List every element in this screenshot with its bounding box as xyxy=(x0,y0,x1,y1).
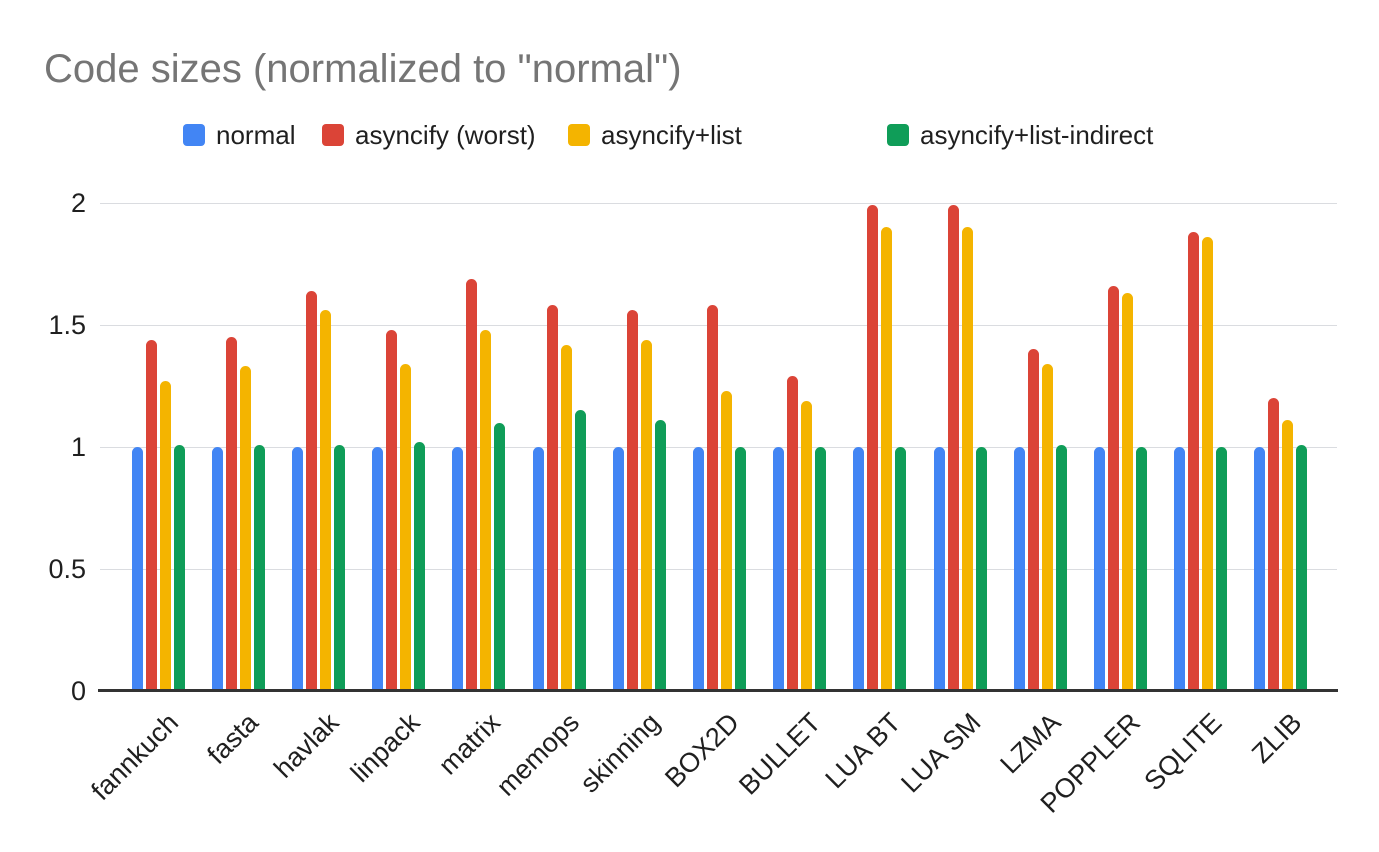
legend-swatch xyxy=(887,124,909,146)
bar-lzma-normal xyxy=(1014,447,1025,692)
legend-label: asyncify+list xyxy=(601,119,742,150)
bar-sqlite-asyncify-list-indirect xyxy=(1216,447,1227,692)
bar-linpack-asyncify-list xyxy=(400,364,411,692)
gridline xyxy=(100,203,1337,204)
bar-fasta-asyncify-worst xyxy=(226,337,237,692)
bar-bullet-normal xyxy=(773,447,784,692)
legend-swatch xyxy=(322,124,344,146)
bar-lua-bt-asyncify-worst xyxy=(867,205,878,692)
bar-poppler-asyncify-worst xyxy=(1108,286,1119,692)
y-axis-tick-label: 1.5 xyxy=(48,310,86,340)
bar-lzma-asyncify-list-indirect xyxy=(1056,445,1067,692)
bar-zlib-asyncify-list-indirect xyxy=(1296,445,1307,692)
x-axis-category-label: BULLET xyxy=(733,707,827,801)
bar-fasta-asyncify-list xyxy=(240,366,251,692)
bar-memops-asyncify-list xyxy=(561,345,572,692)
bar-fasta-asyncify-list-indirect xyxy=(254,445,265,692)
x-axis-category-label: SQLITE xyxy=(1138,707,1228,797)
bar-bullet-asyncify-worst xyxy=(787,376,798,692)
bar-bullet-asyncify-list-indirect xyxy=(815,447,826,692)
bar-matrix-asyncify-list xyxy=(480,330,491,692)
bar-poppler-normal xyxy=(1094,447,1105,692)
bar-skinning-normal xyxy=(613,447,624,692)
legend-item-asyncify-list: asyncify+list xyxy=(568,120,742,150)
bar-skinning-asyncify-list xyxy=(641,340,652,692)
bar-havlak-normal xyxy=(292,447,303,692)
y-axis-tick-label: 1 xyxy=(70,432,86,462)
bar-skinning-asyncify-worst xyxy=(627,310,638,692)
legend-item-asyncify-worst: asyncify (worst) xyxy=(322,120,536,150)
bar-matrix-asyncify-list-indirect xyxy=(494,423,505,692)
y-axis-tick-label: 0 xyxy=(70,676,86,706)
bar-lzma-asyncify-list xyxy=(1042,364,1053,692)
bar-box2d-asyncify-list xyxy=(721,391,732,692)
legend-label: asyncify+list-indirect xyxy=(920,119,1154,150)
legend-label: normal xyxy=(216,119,296,150)
bar-sqlite-asyncify-worst xyxy=(1188,232,1199,692)
x-axis-category-label: skinning xyxy=(574,707,666,799)
bar-memops-asyncify-list-indirect xyxy=(575,410,586,692)
bar-linpack-asyncify-worst xyxy=(386,330,397,692)
x-axis-category-label: BOX2D xyxy=(659,707,746,794)
x-axis-category-label: havlak xyxy=(268,707,345,784)
x-axis-category-label: ZLIB xyxy=(1245,707,1308,769)
legend-item-normal: normal xyxy=(183,120,295,150)
bar-zlib-asyncify-worst xyxy=(1268,398,1279,692)
bar-box2d-normal xyxy=(693,447,704,692)
bar-havlak-asyncify-list-indirect xyxy=(334,445,345,692)
bar-zlib-normal xyxy=(1254,447,1265,692)
bar-linpack-normal xyxy=(372,447,383,692)
x-axis-category-label: matrix xyxy=(432,707,506,781)
gridline xyxy=(100,325,1337,326)
bar-bullet-asyncify-list xyxy=(801,401,812,692)
x-axis-category-label: fasta xyxy=(201,707,265,770)
bar-havlak-asyncify-worst xyxy=(306,291,317,692)
legend-swatch xyxy=(183,124,205,146)
bar-lua-sm-asyncify-list xyxy=(962,227,973,692)
legend-item-asyncify-list-indirect: asyncify+list-indirect xyxy=(887,120,1153,150)
bar-fasta-normal xyxy=(212,447,223,692)
gridline xyxy=(100,569,1337,570)
bar-poppler-asyncify-list-indirect xyxy=(1136,447,1147,692)
bar-memops-normal xyxy=(533,447,544,692)
bar-fannkuch-normal xyxy=(132,447,143,692)
bar-matrix-normal xyxy=(452,447,463,692)
bar-lua-bt-asyncify-list xyxy=(881,227,892,692)
x-axis-category-label: memops xyxy=(491,707,586,802)
x-axis-category-label: LUA SM xyxy=(895,707,987,799)
x-axis-category-label: fannkuch xyxy=(85,707,185,807)
bar-box2d-asyncify-list-indirect xyxy=(735,447,746,692)
bar-linpack-asyncify-list-indirect xyxy=(414,442,425,692)
bar-lua-bt-asyncify-list-indirect xyxy=(895,447,906,692)
bar-matrix-asyncify-worst xyxy=(466,279,477,692)
legend-swatch xyxy=(568,124,590,146)
bar-lua-sm-asyncify-list-indirect xyxy=(976,447,987,692)
x-axis-category-label: LZMA xyxy=(994,707,1067,780)
gridline xyxy=(100,447,1337,448)
legend-label: asyncify (worst) xyxy=(355,119,536,150)
bar-skinning-asyncify-list-indirect xyxy=(655,420,666,692)
bar-lua-bt-normal xyxy=(853,447,864,692)
bar-box2d-asyncify-worst xyxy=(707,305,718,692)
x-axis-category-label: linpack xyxy=(344,707,426,788)
x-axis-category-label: LUA BT xyxy=(819,707,907,795)
y-axis-tick-label: 2 xyxy=(70,188,86,218)
bar-memops-asyncify-worst xyxy=(547,305,558,692)
bar-poppler-asyncify-list xyxy=(1122,293,1133,692)
bar-havlak-asyncify-list xyxy=(320,310,331,692)
chart-title: Code sizes (normalized to "normal") xyxy=(44,47,682,91)
bar-sqlite-normal xyxy=(1174,447,1185,692)
bar-zlib-asyncify-list xyxy=(1282,420,1293,692)
bar-lzma-asyncify-worst xyxy=(1028,349,1039,692)
bar-fannkuch-asyncify-list xyxy=(160,381,171,692)
bar-fannkuch-asyncify-worst xyxy=(146,340,157,692)
bar-lua-sm-normal xyxy=(934,447,945,692)
bar-fannkuch-asyncify-list-indirect xyxy=(174,445,185,692)
bar-sqlite-asyncify-list xyxy=(1202,237,1213,692)
x-axis-line xyxy=(98,689,1338,692)
y-axis-tick-label: 0.5 xyxy=(48,554,86,584)
bar-lua-sm-asyncify-worst xyxy=(948,205,959,692)
